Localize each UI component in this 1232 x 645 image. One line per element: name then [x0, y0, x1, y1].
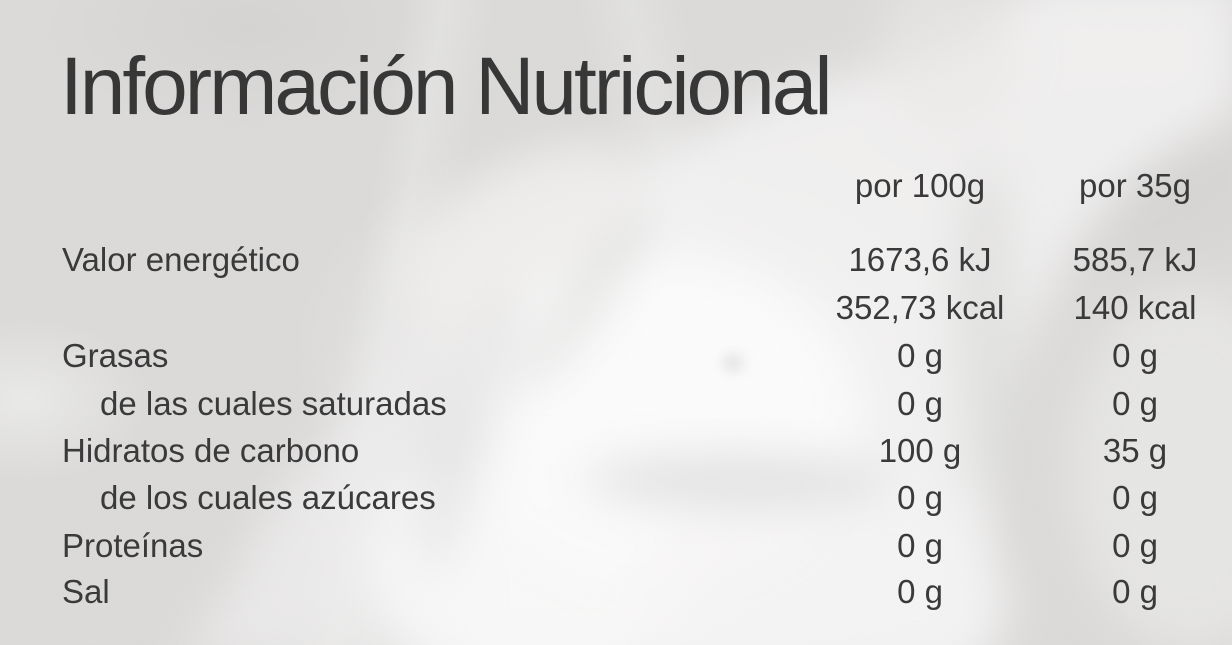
value-per-35g: 585,7 kJ [1072, 241, 1198, 278]
row-label: de los cuales azúcares [100, 479, 436, 516]
column-header-per-100g: por 100g [854, 167, 986, 204]
value-per-35g: 0 g [1112, 573, 1158, 610]
table-row-grasas: Grasas 0 g 0 g [62, 336, 1232, 376]
row-label: Hidratos de carbono [62, 432, 360, 469]
value-per-100g: 0 g [897, 527, 943, 564]
value-per-35g: 0 g [1112, 337, 1158, 374]
table-row-saturadas: de las cuales saturadas 0 g 0 g [62, 384, 1232, 424]
page-title: Información Nutricional [60, 41, 833, 132]
row-label: Grasas [62, 337, 169, 374]
row-label: Valor energético [62, 241, 300, 278]
value-per-100g: 0 g [897, 385, 943, 422]
value-per-35g: 0 g [1112, 479, 1158, 516]
table-header-row: por 100g por 35g [62, 166, 1232, 206]
value-per-35g: 0 g [1112, 527, 1158, 564]
value-per-100g: 0 g [897, 479, 943, 516]
row-label: Proteínas [62, 527, 204, 564]
value-per-35g: 140 kcal [1073, 289, 1197, 326]
value-per-100g: 352,73 kcal [835, 289, 1005, 326]
table-row-hidratos: Hidratos de carbono 100 g 35 g [62, 431, 1232, 471]
value-per-35g: 0 g [1112, 385, 1158, 422]
column-header-per-35g: por 35g [1079, 167, 1191, 204]
value-per-100g: 0 g [897, 337, 943, 374]
value-per-100g: 0 g [897, 573, 943, 610]
table-row-energy-kcal: 352,73 kcal 140 kcal [62, 288, 1232, 328]
value-per-35g: 35 g [1102, 432, 1168, 469]
table-row-azucares: de los cuales azúcares 0 g 0 g [62, 478, 1232, 518]
row-label: Sal [62, 573, 110, 610]
value-per-100g: 100 g [878, 432, 962, 469]
row-label: de las cuales saturadas [100, 385, 447, 422]
table-row-proteinas: Proteínas 0 g 0 g [62, 526, 1232, 566]
value-per-100g: 1673,6 kJ [848, 241, 992, 278]
table-row-sal: Sal 0 g 0 g [62, 572, 1232, 612]
table-row-energy-kj: Valor energético 1673,6 kJ 585,7 kJ [62, 240, 1232, 280]
